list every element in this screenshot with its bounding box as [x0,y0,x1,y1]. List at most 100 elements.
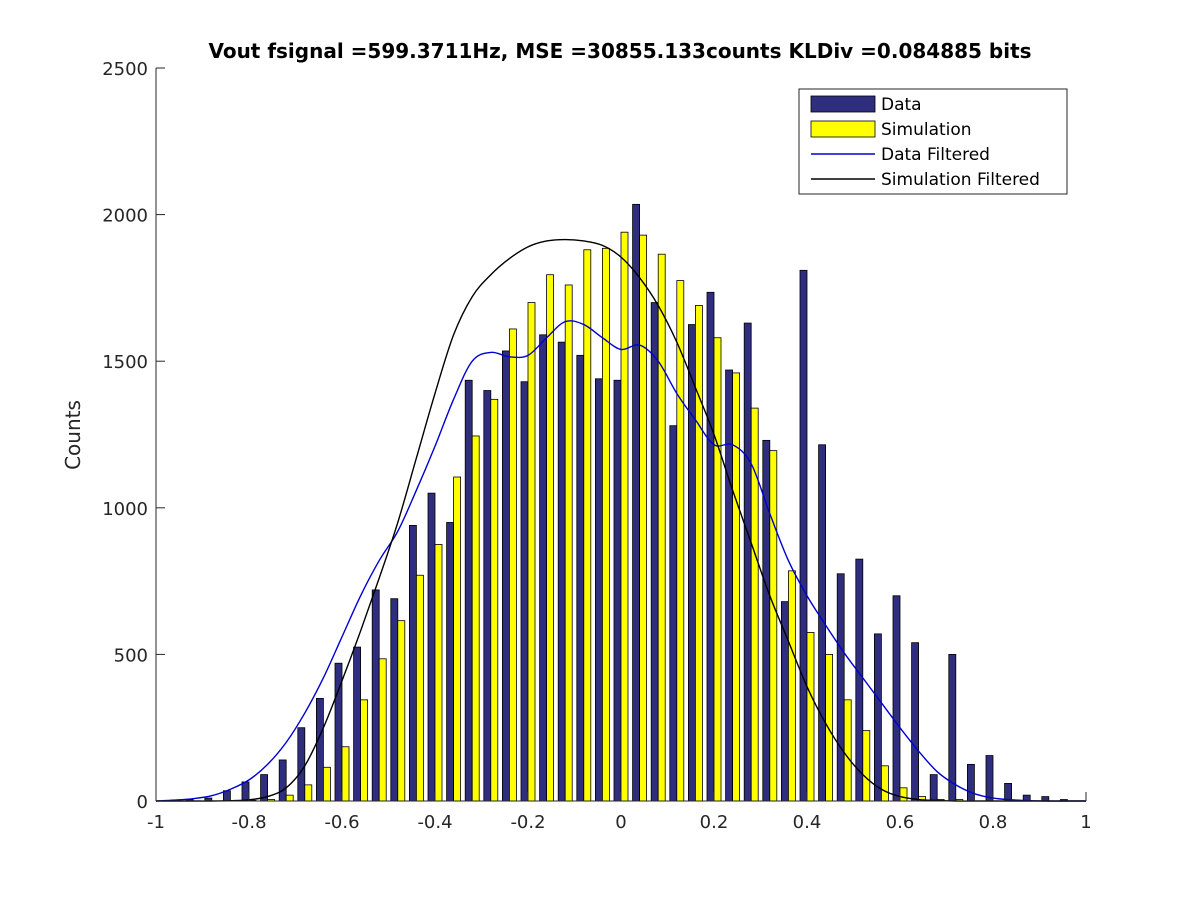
data-bar-36 [836,573,845,802]
simulation-bar-23 [602,247,610,802]
legend-label-0: Data [881,95,922,115]
x-tick-label: -0.4 [417,812,452,833]
simulation-bar-11 [378,658,387,802]
data-bar-18 [501,350,510,802]
simulation-bar-14 [434,544,443,802]
data-bar-19 [520,381,529,802]
data-bar-28 [688,324,696,802]
simulation-bar-32 [769,450,778,802]
data-bar-11 [371,589,380,802]
data-bar-37 [855,558,864,802]
data-bar-20 [539,334,547,802]
data-filtered-line [155,320,1086,802]
data-bar-40 [911,642,919,802]
y-tick-label: 0 [137,792,148,813]
simulation-bar-26 [657,253,666,802]
data-bar-42 [948,654,957,802]
y-tick-label: 500 [114,645,148,666]
x-tick-label: -0.8 [231,812,266,833]
data-bar-10 [353,646,362,802]
data-bar-21 [557,341,566,802]
x-tick-label: 0.6 [886,812,915,833]
y-tick-label: 2000 [102,206,148,227]
data-bar-22 [576,354,585,802]
simulation-bar-12 [397,620,406,802]
data-bar-38 [874,633,882,802]
simulation-bar-39 [899,787,908,802]
simulation-bar-27 [676,280,685,802]
simulation-bar-6 [285,794,294,802]
simulation-bar-29 [713,337,722,802]
simulation-bar-33 [788,570,796,802]
simulation-bar-9 [341,746,350,802]
data-bar-41 [929,774,938,802]
x-tick-label: 0.2 [700,812,729,833]
legend: Data Simulation Data Filtered Simulation Fi… [798,88,1068,195]
simulation-filtered-line [155,238,1086,802]
legend-label-2: Data Filtered [881,145,990,165]
simulation-bar-18 [508,328,517,802]
data-bar-8 [315,697,324,802]
simulation-bar-7 [304,784,313,802]
data-bar-16 [464,379,473,802]
simulation-bar-30 [732,372,740,802]
simulation-bar-8 [322,766,331,802]
legend-swatch-0 [810,95,876,113]
data-bar-15 [446,522,455,802]
simulation-bar-25 [639,234,647,802]
data-bar-13 [408,524,417,802]
y-axis-ticks: 0 500 1000 1500 2000 2500 [102,59,165,813]
x-tick-label: 0.8 [979,812,1008,833]
data-bar-45 [1004,783,1012,802]
data-bar-30 [725,369,733,802]
data-bar-32 [762,439,771,802]
data-bar-34 [799,269,808,802]
data-bar-31 [743,322,752,802]
simulation-bar-24 [620,231,629,802]
data-bar-12 [390,598,399,802]
simulation-bar-20 [546,274,554,802]
simulation-bar-19 [527,302,536,802]
data-bar-4 [241,781,250,802]
legend-swatch-1 [810,120,876,138]
x-tick-label: 1 [1080,812,1091,833]
x-tick-label: 0.4 [793,812,822,833]
simulation-bar-10 [360,699,369,802]
data-bar-43 [967,763,975,802]
simulation-bar-15 [453,476,462,802]
data-bar-17 [483,390,492,802]
data-bar-7 [297,727,306,802]
filtered-lines [155,238,1086,802]
simulation-bar-28 [695,305,703,802]
legend-label-3: Simulation Filtered [881,170,1040,190]
data-bar-44 [985,755,994,802]
x-tick-label: 0 [615,812,626,833]
y-tick-label: 1500 [102,352,148,373]
data-bar-23 [595,378,603,802]
simulation-bar-13 [415,574,424,802]
y-axis-label: Counts [61,400,85,470]
simulation-bar-16 [471,435,480,802]
simulation-bar-34 [806,632,815,802]
simulation-bar-35 [825,654,833,802]
data-bar-6 [278,759,287,802]
simulation-bar-38 [881,765,889,802]
chart-title: Vout fsignal =599.3711Hz, MSE =30855.133… [208,39,1031,63]
simulation-bar-36 [843,699,852,802]
simulation-bar-37 [862,730,871,802]
x-tick-label: -1 [147,812,165,833]
x-tick-label: -0.2 [510,812,545,833]
simulation-bar-17 [490,398,499,802]
data-bar-24 [613,379,622,802]
data-bar-26 [650,302,659,802]
data-bar-27 [669,425,678,802]
data-bar-14 [427,492,436,802]
data-bar-29 [706,291,715,802]
data-bar-25 [632,203,640,802]
legend-label-1: Simulation [881,120,972,140]
simulation-bar-21 [564,284,573,802]
x-tick-label: -0.6 [324,812,359,833]
y-tick-label: 1000 [102,499,148,520]
data-bar-39 [892,595,901,802]
